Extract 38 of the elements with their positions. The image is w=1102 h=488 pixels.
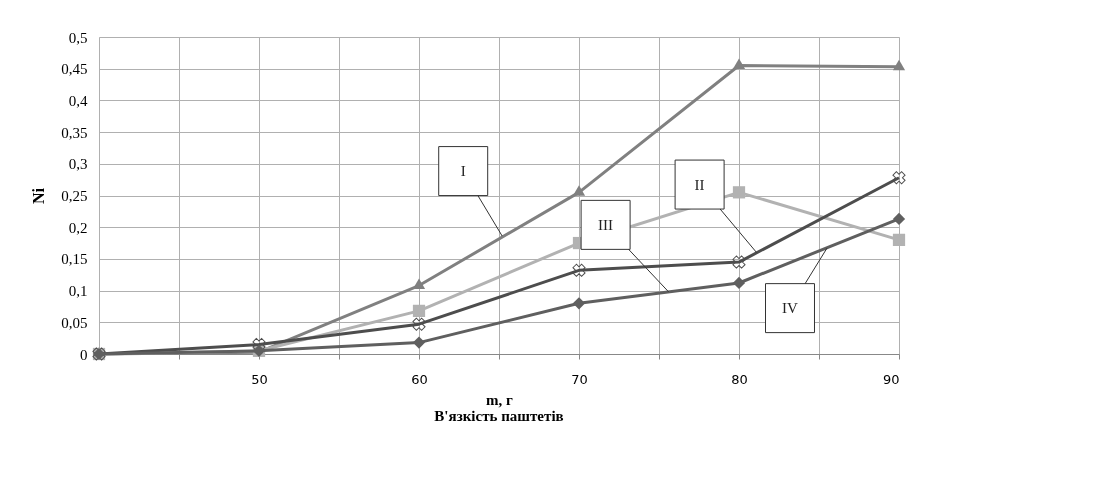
x-axis-title: m, г: [486, 391, 514, 408]
y-tick-label: 0,5: [68, 29, 88, 46]
y-tick-label: 0,15: [61, 251, 88, 268]
point: [572, 263, 586, 277]
y-tick-label: 0,3: [68, 156, 88, 173]
point: [732, 58, 746, 70]
point: [892, 59, 906, 71]
x-tick-label: 60: [411, 371, 428, 387]
y-tick-label: 0,2: [68, 219, 88, 236]
point: [892, 233, 906, 246]
x-tick-label: 50: [251, 371, 268, 387]
annotation: III: [598, 216, 614, 233]
annotation: IV: [782, 300, 799, 317]
annotation: I: [460, 163, 466, 180]
point: [732, 255, 746, 269]
y-tick-label: 0,4: [68, 92, 88, 109]
annotation: II: [694, 176, 705, 193]
point: [412, 336, 426, 349]
y-axis-title: Ni: [30, 187, 48, 204]
point: [572, 297, 586, 310]
point: [572, 185, 586, 196]
point: [732, 186, 746, 199]
y-tick-label: 0: [80, 346, 88, 363]
y-tick-label: 0,45: [61, 61, 88, 78]
point: [412, 304, 426, 318]
y-tick-label: 0,25: [61, 188, 88, 204]
y-tick-label: 0,05: [61, 314, 88, 331]
x-tick-label: 80: [731, 371, 748, 387]
y-tick-label: 0,35: [61, 124, 88, 141]
text: В'язкість паштетів: [434, 408, 564, 424]
point: [412, 278, 426, 290]
x-tick-label: 70: [571, 371, 588, 387]
y-tick-label: 0,1: [68, 283, 88, 300]
point: [892, 212, 906, 226]
x-tick-label: 90: [882, 371, 900, 387]
point: [732, 276, 746, 290]
point: [412, 317, 426, 331]
point: [892, 171, 906, 185]
